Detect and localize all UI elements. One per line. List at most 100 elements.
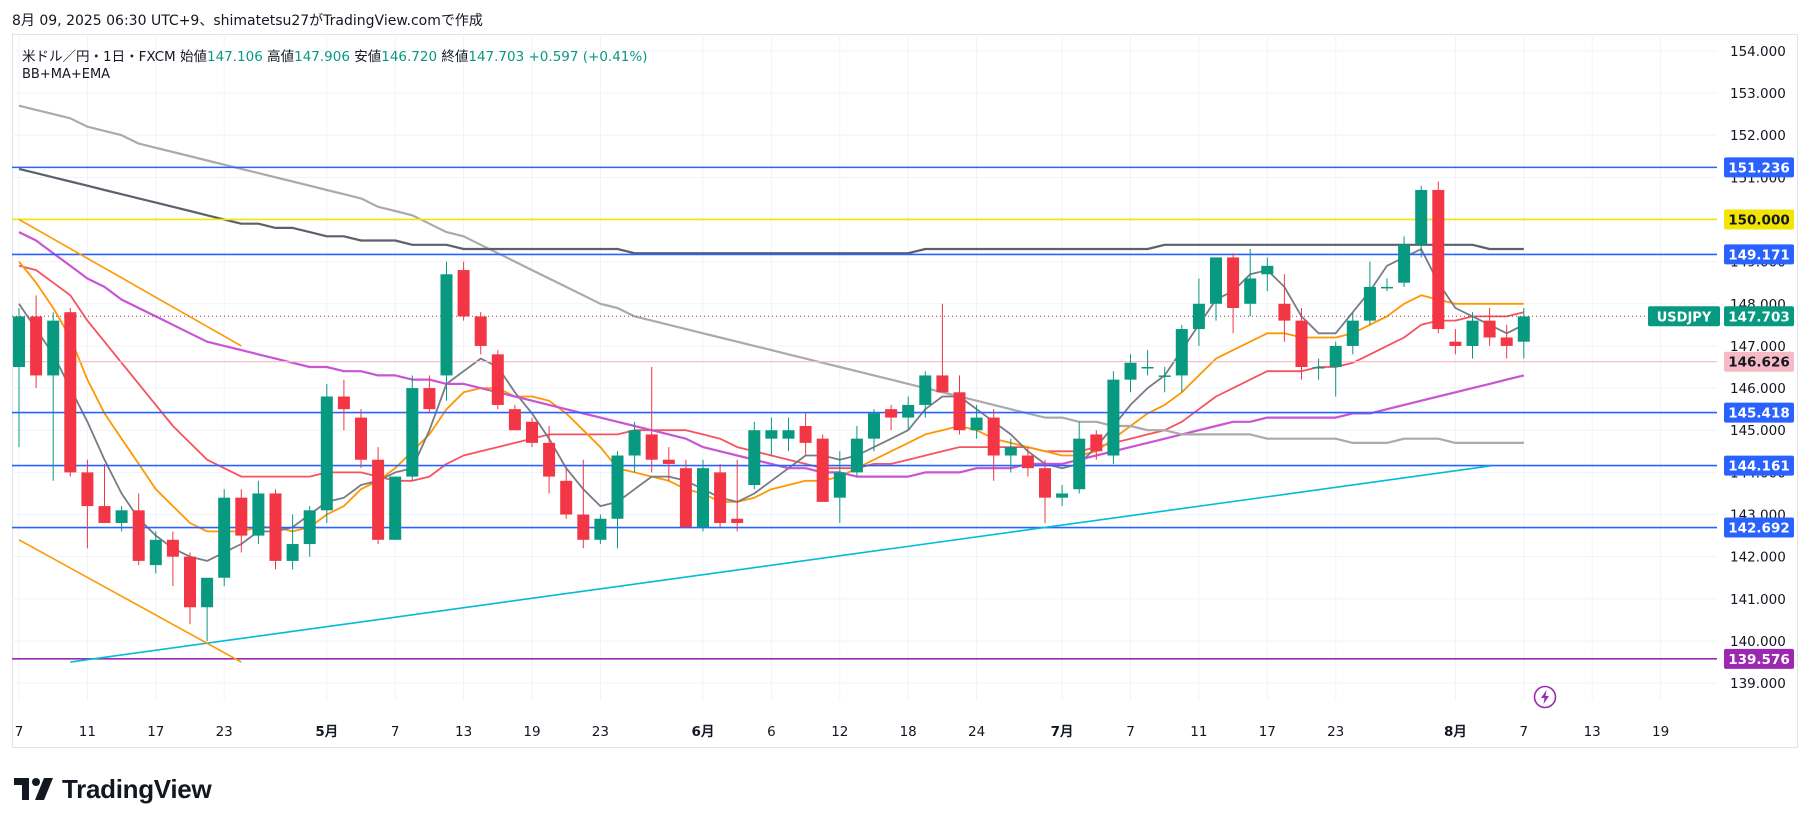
candle-body[interactable] — [953, 392, 966, 431]
candle-body[interactable] — [1500, 337, 1513, 346]
candle-body[interactable] — [885, 409, 898, 418]
candle-body[interactable] — [987, 417, 1000, 456]
candle-body[interactable] — [508, 409, 521, 431]
candle-body[interactable] — [1056, 493, 1069, 498]
candle-body[interactable] — [269, 493, 282, 561]
level-tag[interactable] — [1724, 244, 1794, 265]
candle-body[interactable] — [1175, 329, 1188, 376]
candle-body[interactable] — [13, 316, 25, 367]
trendline[interactable] — [70, 465, 1490, 663]
candle-body[interactable] — [1346, 320, 1359, 346]
candle-body[interactable] — [252, 493, 265, 536]
candle-body[interactable] — [440, 274, 453, 376]
candle-body[interactable] — [765, 430, 778, 439]
candle-body[interactable] — [902, 404, 915, 418]
candle-body[interactable] — [30, 316, 43, 376]
candle-body[interactable] — [560, 480, 573, 515]
candle-body[interactable] — [355, 417, 367, 460]
candle-body[interactable] — [389, 476, 402, 540]
candle-body[interactable] — [1244, 278, 1257, 304]
candle-body[interactable] — [731, 518, 744, 523]
trendline[interactable] — [18, 539, 242, 663]
candle-body[interactable] — [201, 577, 214, 608]
candle-body[interactable] — [1227, 257, 1240, 308]
candle-body[interactable] — [1278, 303, 1291, 321]
candle-body[interactable] — [81, 472, 94, 507]
candle-body[interactable] — [594, 518, 607, 540]
candle-body[interactable] — [286, 544, 299, 561]
candle-body[interactable] — [1329, 345, 1342, 367]
candle-body[interactable] — [235, 497, 248, 536]
candle-body[interactable] — [98, 506, 111, 523]
level-tag[interactable] — [1724, 402, 1794, 423]
candle-body[interactable] — [1158, 375, 1171, 377]
symbol-title[interactable]: 米ドル／円・1日・FXCM — [22, 49, 176, 65]
candle-body[interactable] — [833, 472, 846, 498]
candle-body[interactable] — [303, 510, 316, 545]
candle-body[interactable] — [1021, 455, 1034, 469]
candle-body[interactable] — [1141, 367, 1154, 369]
candle-body[interactable] — [149, 539, 162, 566]
candle-body[interactable] — [543, 442, 556, 477]
candle-body[interactable] — [816, 438, 829, 502]
candle-body[interactable] — [970, 417, 983, 431]
candle-body[interactable] — [1073, 438, 1086, 490]
candle-body[interactable] — [714, 472, 727, 523]
candle-body[interactable] — [936, 375, 949, 393]
level-tag[interactable] — [1724, 517, 1794, 538]
candle-body[interactable] — [166, 539, 179, 557]
candle-body[interactable] — [64, 312, 77, 473]
candle-body[interactable] — [47, 320, 60, 376]
candle-body[interactable] — [1192, 303, 1205, 330]
level-tag[interactable] — [1724, 157, 1794, 178]
candle-body[interactable] — [1312, 367, 1325, 369]
candle-body[interactable] — [1090, 434, 1103, 452]
candle-body[interactable] — [868, 413, 880, 439]
candle-body[interactable] — [1381, 286, 1393, 289]
candle-body[interactable] — [628, 430, 641, 456]
candle-body[interactable] — [406, 388, 419, 477]
indicator-legend[interactable]: BB+MA+EMA — [22, 67, 111, 82]
level-tag[interactable] — [1724, 648, 1794, 669]
candle-body[interactable] — [1295, 320, 1308, 367]
lightning-icon[interactable] — [1533, 685, 1557, 709]
candle-body[interactable] — [919, 375, 932, 405]
candle-body[interactable] — [577, 514, 590, 540]
candle-body[interactable] — [1449, 341, 1462, 346]
candle-body[interactable] — [1261, 265, 1274, 275]
candle-body[interactable] — [662, 459, 675, 464]
price-tag[interactable] — [1724, 306, 1794, 327]
level-tag[interactable] — [1724, 455, 1794, 476]
candle-body[interactable] — [1210, 257, 1222, 304]
candle-body[interactable] — [1432, 189, 1445, 330]
candle-body[interactable] — [697, 468, 709, 528]
candle-body[interactable] — [1466, 320, 1479, 346]
level-tag[interactable] — [1724, 351, 1794, 372]
candle-body[interactable] — [1107, 379, 1120, 456]
candle-body[interactable] — [474, 316, 487, 346]
candle-body[interactable] — [1039, 468, 1051, 498]
candle-body[interactable] — [782, 430, 795, 439]
level-tag[interactable] — [1724, 209, 1794, 230]
candle-body[interactable] — [611, 455, 624, 519]
tradingview-logo[interactable]: TradingView — [14, 772, 212, 806]
candle-body[interactable] — [184, 556, 196, 608]
candle-body[interactable] — [132, 510, 145, 561]
candle-body[interactable] — [1363, 286, 1376, 321]
candle-body[interactable] — [526, 421, 538, 443]
candle-body[interactable] — [645, 434, 658, 460]
candle-body[interactable] — [372, 459, 385, 540]
candle-body[interactable] — [1415, 189, 1428, 245]
symbol-tag[interactable] — [1648, 306, 1720, 327]
candle-body[interactable] — [491, 354, 504, 405]
candle-body[interactable] — [457, 270, 470, 317]
candle-body[interactable] — [1517, 316, 1530, 342]
candle-body[interactable] — [1004, 447, 1017, 456]
trendline[interactable] — [18, 218, 242, 347]
candle-body[interactable] — [423, 388, 436, 410]
candle-body[interactable] — [115, 510, 128, 523]
candle-body[interactable] — [1483, 320, 1496, 338]
candle-body[interactable] — [679, 468, 692, 528]
candle-body[interactable] — [799, 426, 812, 443]
